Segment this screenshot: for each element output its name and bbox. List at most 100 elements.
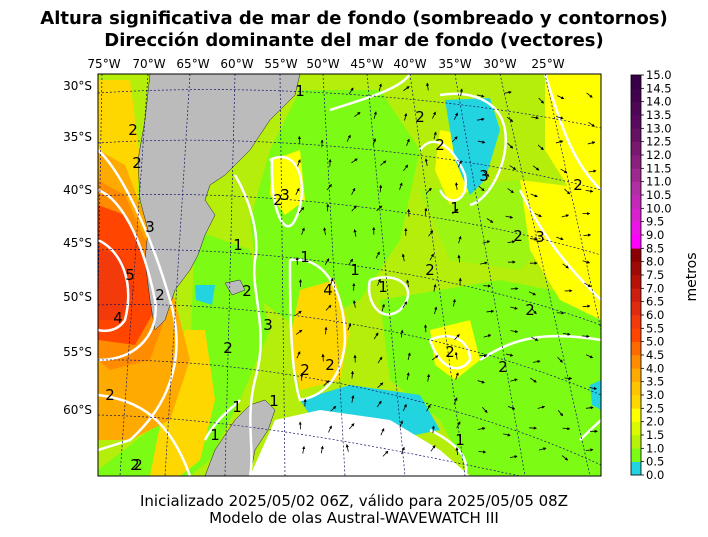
longitude-label: 65°W — [176, 57, 209, 71]
contour-label: 2 — [525, 301, 535, 319]
vector-arrow — [325, 304, 332, 311]
colorbar-tick-label: 9.5 — [646, 215, 664, 229]
vector-arrow — [482, 407, 488, 414]
vector-arrow — [381, 303, 385, 312]
footer-model-name: Modelo de olas Austral-WAVEWATCH III — [209, 509, 499, 527]
vector-arrow — [380, 428, 385, 436]
footer-init-valid: Inicializado 2025/05/02 06Z, válido para… — [140, 492, 568, 510]
vector-arrow — [483, 171, 490, 177]
vector-arrow — [589, 386, 598, 390]
vector-arrow — [402, 403, 407, 412]
vector-arrow — [379, 184, 383, 193]
vector-arrow — [582, 260, 591, 264]
colorbar-tick-label: 8.0 — [646, 255, 664, 269]
vector-arrow — [584, 282, 592, 287]
vector-arrow — [377, 278, 381, 286]
contour-label: 1 — [232, 398, 242, 416]
vector-arrow — [530, 377, 537, 383]
contour-label: 3 — [479, 167, 489, 185]
swell-direction-vectors — [295, 82, 598, 461]
vector-arrow — [431, 355, 439, 361]
contour-label: 1 — [295, 82, 305, 100]
vector-arrow — [376, 205, 383, 212]
vector-arrow — [399, 420, 403, 428]
land-antarctica — [204, 399, 276, 476]
vector-arrow — [531, 308, 537, 315]
colorbar-tick-label: 8.5 — [646, 241, 664, 255]
vector-arrow — [328, 425, 332, 433]
vector-arrow — [350, 370, 355, 379]
colorbar-tick-label: 9.0 — [646, 228, 664, 242]
colorbar-tick-label: 12.0 — [646, 148, 672, 162]
swell-field-cyan — [590, 380, 601, 410]
swell-field-yellow — [150, 330, 215, 476]
vector-arrow — [296, 351, 301, 359]
vector-arrow — [323, 380, 330, 386]
longitude-label: 30°W — [483, 57, 516, 71]
vector-arrow — [349, 423, 355, 430]
longitude-label: 35°W — [438, 57, 471, 71]
vector-arrow — [537, 144, 544, 151]
colorbar-tick-label: 3.5 — [646, 375, 664, 389]
vector-arrow — [378, 83, 382, 91]
vector-arrow — [454, 334, 460, 341]
contour-label: 2 — [273, 191, 283, 209]
vector-arrow — [301, 227, 305, 235]
contour-label: 4 — [113, 309, 123, 327]
latitude-label: 35°S — [63, 130, 92, 144]
latitude-label: 55°S — [63, 345, 92, 359]
vector-arrow — [587, 141, 596, 145]
vector-arrow — [455, 447, 459, 455]
graticule — [98, 74, 601, 476]
colorbar-segment — [631, 155, 641, 169]
contour-label: 1 — [233, 236, 243, 254]
colorbar-tick-label: 5.0 — [646, 335, 664, 349]
contour-label: 1 — [455, 431, 465, 449]
colorbar-segment — [631, 381, 641, 396]
vector-arrow — [459, 88, 463, 97]
vector-arrow — [297, 159, 301, 167]
contour-label: 3 — [263, 316, 273, 334]
vector-arrow — [354, 111, 361, 117]
colorbar-tick-label: 14.0 — [646, 95, 672, 109]
vector-arrow — [476, 117, 485, 121]
swell-field-red — [98, 250, 135, 320]
vector-arrow — [555, 140, 564, 144]
colorbar-segment — [631, 421, 641, 436]
vector-arrow — [426, 373, 431, 382]
contour-label: 2 — [435, 136, 445, 154]
vector-arrow — [532, 165, 540, 171]
vector-arrow — [351, 187, 356, 195]
vector-arrow — [404, 112, 408, 121]
vector-arrow — [588, 169, 597, 173]
colorbar-tick-label: 0.0 — [646, 468, 664, 482]
vector-arrow — [482, 240, 491, 244]
vector-arrow — [432, 111, 436, 119]
vector-arrow — [399, 182, 403, 190]
map-frame — [97, 73, 602, 477]
vector-arrow — [326, 183, 332, 191]
vector-arrow — [505, 215, 514, 219]
vector-arrow — [586, 92, 593, 98]
colorbar-segment — [631, 301, 641, 316]
vector-arrow — [509, 165, 517, 170]
vector-arrow — [434, 306, 438, 315]
vector-arrow — [478, 450, 487, 454]
vector-arrow — [507, 188, 514, 194]
vector-arrow — [346, 134, 351, 142]
vector-arrow — [401, 446, 405, 455]
vector-arrow — [483, 334, 492, 338]
colorbar-segment — [631, 448, 641, 462]
vector-arrow — [531, 116, 539, 120]
vector-arrow — [564, 188, 571, 195]
longitude-label: 75°W — [87, 57, 120, 71]
colorbar-segment — [631, 115, 641, 129]
colorbar-segment — [631, 408, 641, 422]
vector-arrow — [562, 427, 571, 431]
vector-arrow — [581, 334, 590, 338]
longitude-label: 45°W — [350, 57, 383, 71]
vector-arrow — [320, 445, 324, 454]
vector-arrow — [557, 95, 565, 100]
colorbar-segment — [631, 461, 641, 476]
vector-arrow — [295, 310, 302, 316]
